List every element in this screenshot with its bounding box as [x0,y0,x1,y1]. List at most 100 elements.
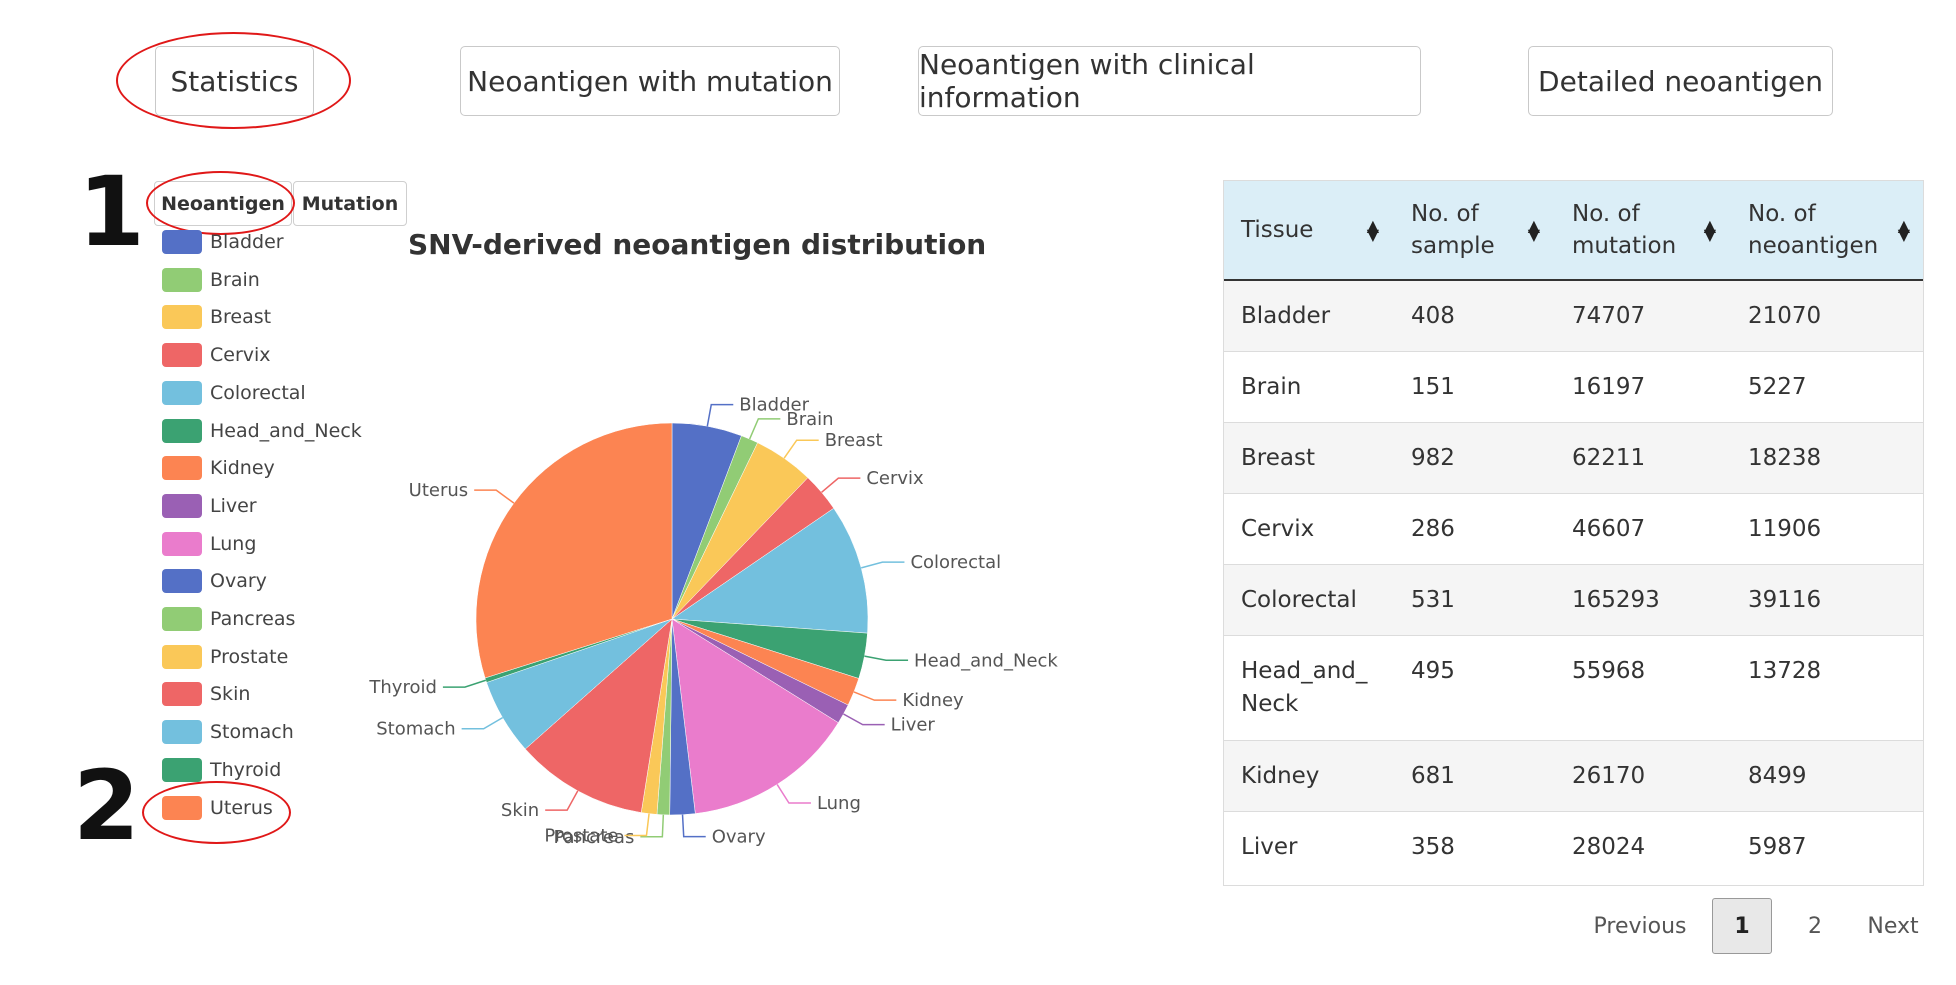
cell-sample: 286 [1393,492,1554,564]
legend-item-lung[interactable]: Lung [162,529,256,559]
cell-sample: 408 [1393,279,1554,351]
legend-label: Colorectal [210,381,306,404]
legend-label: Brain [210,268,260,291]
legend-label: Cervix [210,344,271,367]
legend-item-pancreas[interactable]: Pancreas [162,604,295,634]
legend-label: Head_and_Neck [210,419,362,442]
column-header-neoantigen[interactable]: No. of neoantigen ▲ ▼ [1748,200,1910,259]
sort-icon[interactable]: ▲ ▼ [1527,215,1540,244]
legend-label: Skin [210,683,251,706]
legend-label: Ovary [210,570,267,593]
statistics-button[interactable]: Statistics [155,46,314,116]
cell-sample: 151 [1393,350,1554,422]
legend-label: Kidney [210,457,275,480]
pie-leader-line [853,691,897,701]
column-header-mutation[interactable]: No. of mutation ▲ ▼ [1572,200,1716,259]
table-row: Bladder 408 74707 21070 [1223,279,1924,351]
cell-neoantigen: 18238 [1730,421,1924,493]
pie-slice-colorectal[interactable] [671,507,869,634]
table-row: Brain 151 16197 5227 [1223,350,1924,422]
legend-item-breast[interactable]: Breast [162,302,271,332]
pie-slice-lung[interactable] [671,618,839,814]
pie-label: Liver [891,715,936,736]
pie-leader-line [861,561,905,569]
pie-label: Stomach [376,719,455,740]
legend-item-kidney[interactable]: Kidney [162,453,275,483]
tab-mutation[interactable]: Mutation [293,181,407,226]
pie-leader-line [545,790,579,811]
cell-tissue: Kidney [1223,739,1393,811]
chart-title: SNV-derived neoantigen distribution [408,228,987,261]
legend-item-cervix[interactable]: Cervix [162,340,271,370]
pie-label: Ovary [712,827,766,848]
tab-neoantigen[interactable]: Neoantigen [154,181,292,226]
legend-item-skin[interactable]: Skin [162,679,250,709]
cell-mutation: 62211 [1554,421,1730,493]
legend-swatch [162,380,202,405]
neoantigen-with-clinical-information-button[interactable]: Neoantigen with clinical information [918,46,1421,116]
sort-icon[interactable]: ▲ ▼ [1366,215,1379,244]
column-header-sample[interactable]: No. of sample ▲ ▼ [1411,200,1540,259]
pie-label: Uterus [409,480,469,501]
cell-mutation: 55968 [1554,634,1730,740]
legend-label: Breast [210,306,272,329]
pie-leader-line [748,418,781,440]
legend-label: Stomach [210,721,294,744]
legend-swatch [162,757,202,782]
table-row: Breast 982 62211 18238 [1223,421,1924,493]
pie-label: Breast [825,430,883,451]
legend-label: Uterus [210,796,273,819]
previous-page-button[interactable]: Previous [1593,913,1687,939]
legend-swatch [162,305,202,330]
legend-item-head_and_neck[interactable]: Head_and_Neck [162,416,362,446]
legend-item-stomach[interactable]: Stomach [162,717,294,747]
cell-neoantigen: 39116 [1730,563,1924,635]
legend-item-uterus[interactable]: Uterus [162,793,273,823]
next-page-button[interactable]: Next [1867,913,1919,939]
detailed-neoantigen-button[interactable]: Detailed neoantigen [1528,46,1833,116]
legend-swatch [162,267,202,292]
legend-label: Bladder [210,231,284,253]
cell-tissue: Liver [1223,810,1393,882]
cell-tissue: Head_and_Neck [1223,634,1393,740]
pie-label: Head_and_Neck [914,650,1058,671]
table-row: Cervix 286 46607 11906 [1223,492,1924,564]
pie-label: Colorectal [910,552,1001,573]
cell-sample: 358 [1393,810,1554,882]
legend-swatch [162,531,202,556]
cell-neoantigen: 13728 [1730,634,1924,740]
legend-label: Lung [210,532,257,555]
legend-item-liver[interactable]: Liver [162,491,257,521]
table-header-row: Tissue ▲ ▼ No. of sample ▲ ▼ No. of mutation ▲ ▼… [1223,180,1924,280]
sort-icon[interactable]: ▲ ▼ [1897,215,1910,244]
cell-mutation: 26170 [1554,739,1730,811]
column-header-tissue[interactable]: Tissue ▲ ▼ [1241,215,1379,244]
table-row: Kidney 681 26170 8499 [1223,739,1924,811]
cell-mutation: 16197 [1554,350,1730,422]
legend-label: Prostate [210,645,289,668]
pie-label: Skin [501,800,539,821]
cell-neoantigen: 11906 [1730,492,1924,564]
step-1-marker: 1 [78,156,145,268]
legend-item-colorectal[interactable]: Colorectal [162,378,306,408]
pie-leader-line [624,813,650,837]
pie-label: Lung [817,793,861,814]
legend-label: Pancreas [210,608,296,630]
pie-leader-line [821,477,861,493]
neoantigen-with-mutation-button[interactable]: Neoantigen with mutation [460,46,840,116]
legend-item-brain[interactable]: Brain [162,265,260,295]
page-2-button[interactable]: 2 [1808,913,1822,939]
sort-icon[interactable]: ▲ ▼ [1703,215,1716,244]
legend-item-bladder[interactable]: Bladder [162,227,284,257]
cell-sample: 982 [1393,421,1554,493]
pie-label: Bladder [739,395,809,416]
step-2-marker: 2 [73,750,140,862]
legend-item-prostate[interactable]: Prostate [162,642,288,672]
cell-tissue: Cervix [1223,492,1393,564]
page-1-button[interactable]: 1 [1712,898,1772,954]
legend-item-ovary[interactable]: Ovary [162,566,267,596]
legend-item-thyroid[interactable]: Thyroid [162,755,281,785]
cell-neoantigen: 21070 [1730,279,1924,351]
cell-mutation: 165293 [1554,563,1730,635]
